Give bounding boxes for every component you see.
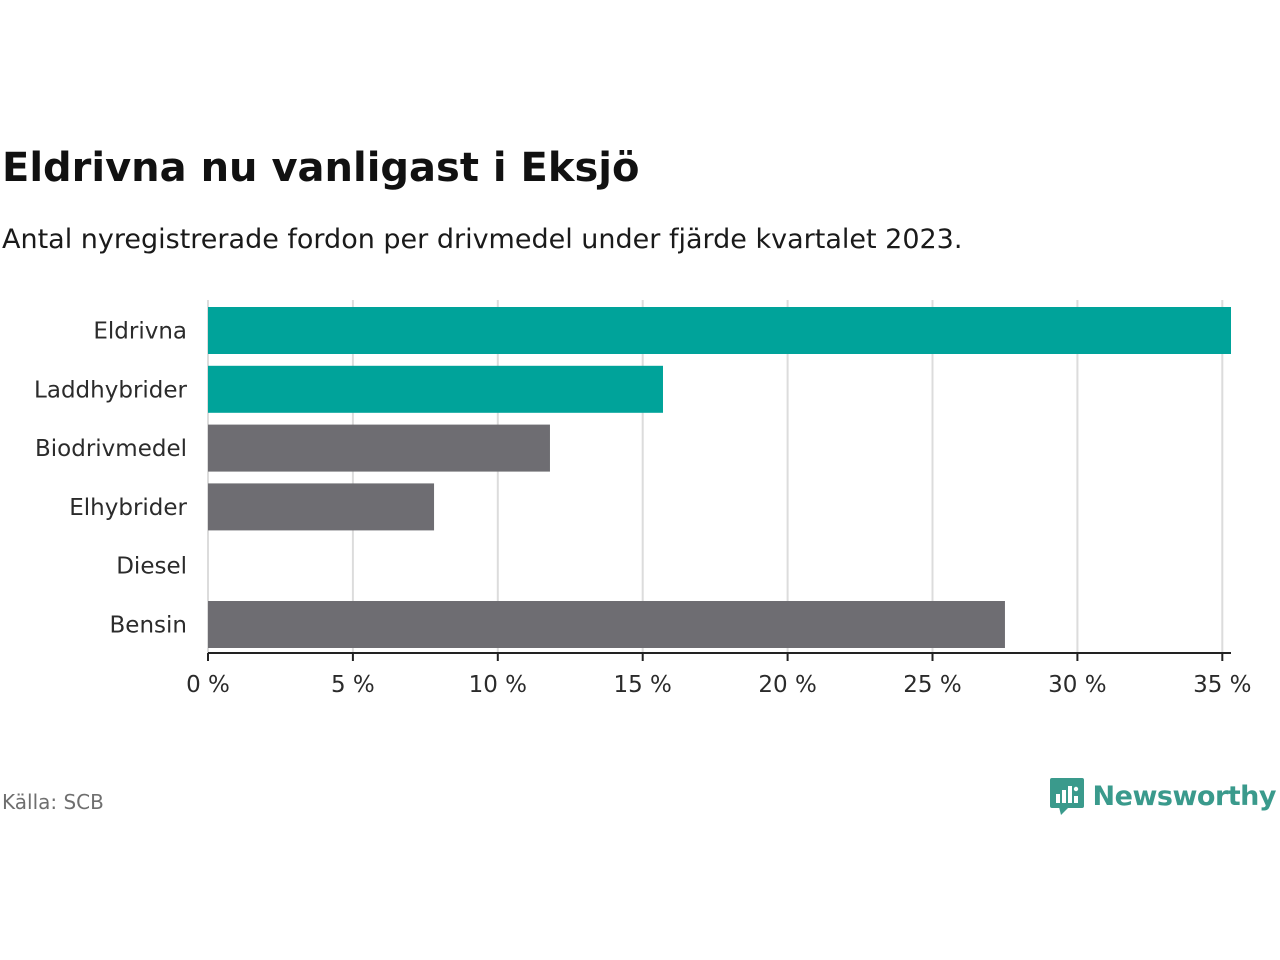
x-tick-label: 0 % xyxy=(186,672,230,698)
x-tick-label: 5 % xyxy=(331,672,375,698)
category-label: Biodrivmedel xyxy=(35,436,187,462)
x-tick-label: 10 % xyxy=(469,672,527,698)
category-label: Diesel xyxy=(116,554,187,580)
x-tick-label: 15 % xyxy=(613,672,671,698)
bar-biodrivmedel xyxy=(208,424,550,472)
newsworthy-logo-icon xyxy=(1049,778,1084,815)
x-tick-label: 20 % xyxy=(758,672,816,698)
category-label: Elhybrider xyxy=(69,495,187,521)
x-tick-label: 30 % xyxy=(1048,672,1106,698)
category-label: Laddhybrider xyxy=(34,377,187,403)
brand-name: Newsworthy xyxy=(1092,780,1277,812)
bar-elhybrider xyxy=(208,483,435,531)
bar-bensin xyxy=(208,601,1005,648)
brand-logo: Newsworthy xyxy=(1049,776,1277,816)
chart-title: Eldrivna nu vanligast i Eksjö xyxy=(2,145,640,191)
chart-subtitle: Antal nyregistrerade fordon per drivmede… xyxy=(2,224,963,255)
x-tick-label: 35 % xyxy=(1193,672,1251,698)
category-label: Eldrivna xyxy=(93,319,187,345)
bar-laddhybrider xyxy=(208,365,663,413)
x-tick-label: 25 % xyxy=(903,672,961,698)
bar-eldrivna xyxy=(208,307,1231,354)
category-label: Bensin xyxy=(110,613,187,639)
bar-chart: Eldrivna Laddhybrider Biodrivmedel Elhybrid… xyxy=(34,300,1252,698)
source-note: Källa: SCB xyxy=(2,790,104,814)
